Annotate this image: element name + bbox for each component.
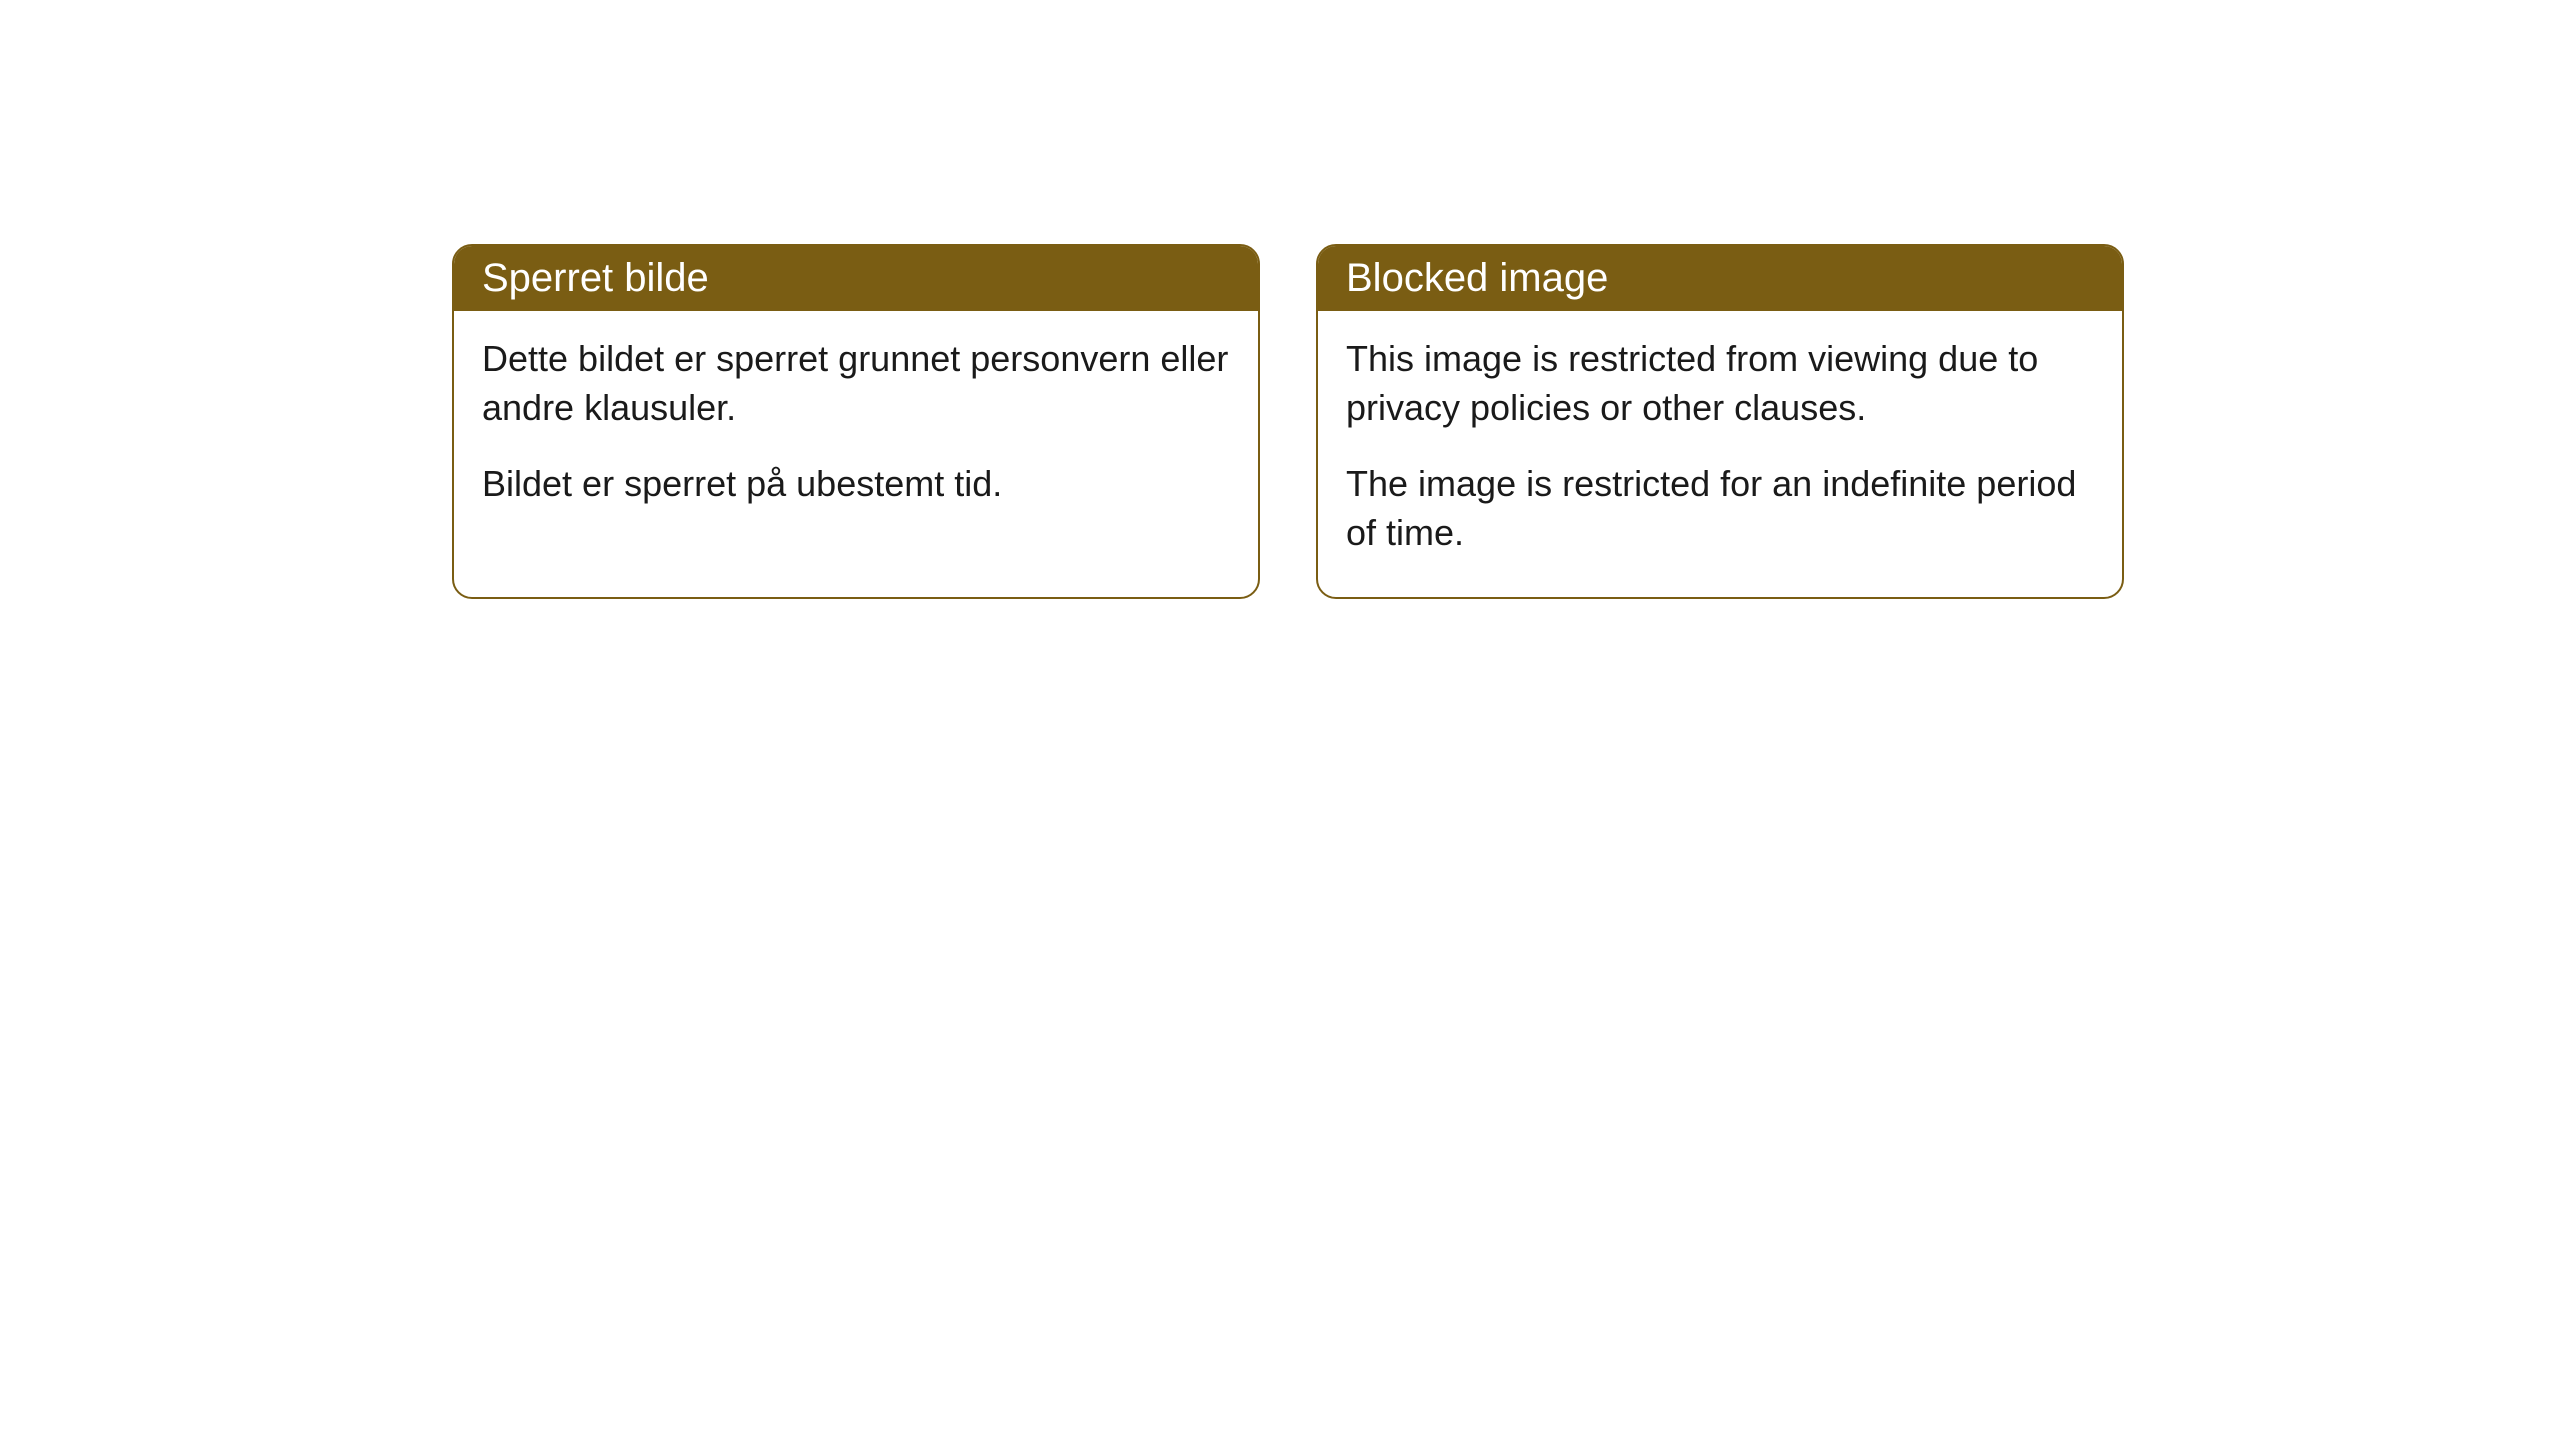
- card-header: Sperret bilde: [454, 246, 1258, 311]
- card-paragraph-1: Dette bildet er sperret grunnet personve…: [482, 335, 1230, 432]
- notice-card-norwegian: Sperret bilde Dette bildet er sperret gr…: [452, 244, 1260, 599]
- card-paragraph-2: Bildet er sperret på ubestemt tid.: [482, 460, 1230, 509]
- card-body: This image is restricted from viewing du…: [1318, 311, 2122, 597]
- card-title: Blocked image: [1346, 256, 1608, 300]
- card-paragraph-1: This image is restricted from viewing du…: [1346, 335, 2094, 432]
- card-body: Dette bildet er sperret grunnet personve…: [454, 311, 1258, 549]
- card-paragraph-2: The image is restricted for an indefinit…: [1346, 460, 2094, 557]
- notice-container: Sperret bilde Dette bildet er sperret gr…: [452, 244, 2124, 599]
- card-header: Blocked image: [1318, 246, 2122, 311]
- card-title: Sperret bilde: [482, 256, 709, 300]
- notice-card-english: Blocked image This image is restricted f…: [1316, 244, 2124, 599]
